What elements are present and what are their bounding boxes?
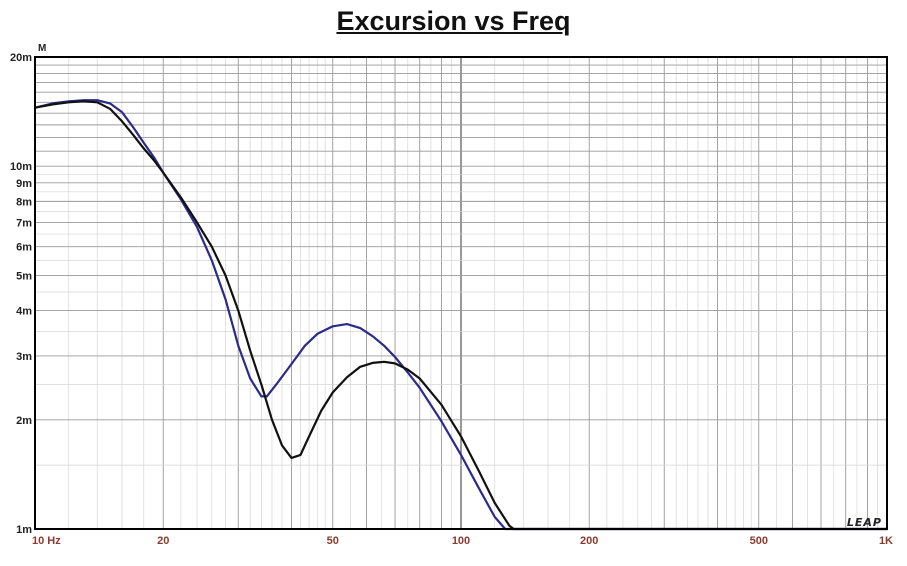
y-tick-label: 8m (16, 196, 32, 208)
y-tick-label: 6m (16, 242, 32, 254)
x-tick-label: 20 (157, 535, 169, 547)
y-tick-label: 5m (16, 270, 32, 282)
y-axis-ticks: 1m 2m 3m 4m 5m 6m 7m 8m 9m 10m 20m (10, 52, 32, 536)
x-tick-label: 500 (750, 535, 768, 547)
series-line-1 (34, 99, 887, 531)
plot-frame (34, 56, 888, 530)
x-tick-label: 1K (879, 535, 893, 547)
y-axis-unit: M (38, 43, 46, 54)
y-tick-label: 2m (16, 415, 32, 427)
x-axis-ticks: 10 Hz 20 50 100 200 500 1K (32, 535, 893, 547)
x-tick-label: 100 (452, 535, 470, 547)
y-tick-label: 1m (16, 524, 32, 536)
y-tick-label: 9m (16, 178, 32, 190)
series-line-2 (34, 100, 887, 531)
x-tick-label: 10 Hz (32, 535, 61, 547)
y-tick-label: 7m (16, 217, 32, 229)
grid (34, 57, 888, 530)
y-tick-label: 20m (10, 52, 32, 64)
y-tick-label: 10m (10, 161, 32, 173)
leap-watermark: LEAP (847, 516, 882, 529)
chart-title: Excursion vs Freq (336, 6, 571, 36)
x-tick-label: 50 (327, 535, 339, 547)
x-tick-label: 200 (580, 535, 598, 547)
y-tick-label: 3m (16, 351, 32, 363)
y-tick-label: 4m (16, 306, 32, 318)
series-layer (34, 99, 887, 531)
